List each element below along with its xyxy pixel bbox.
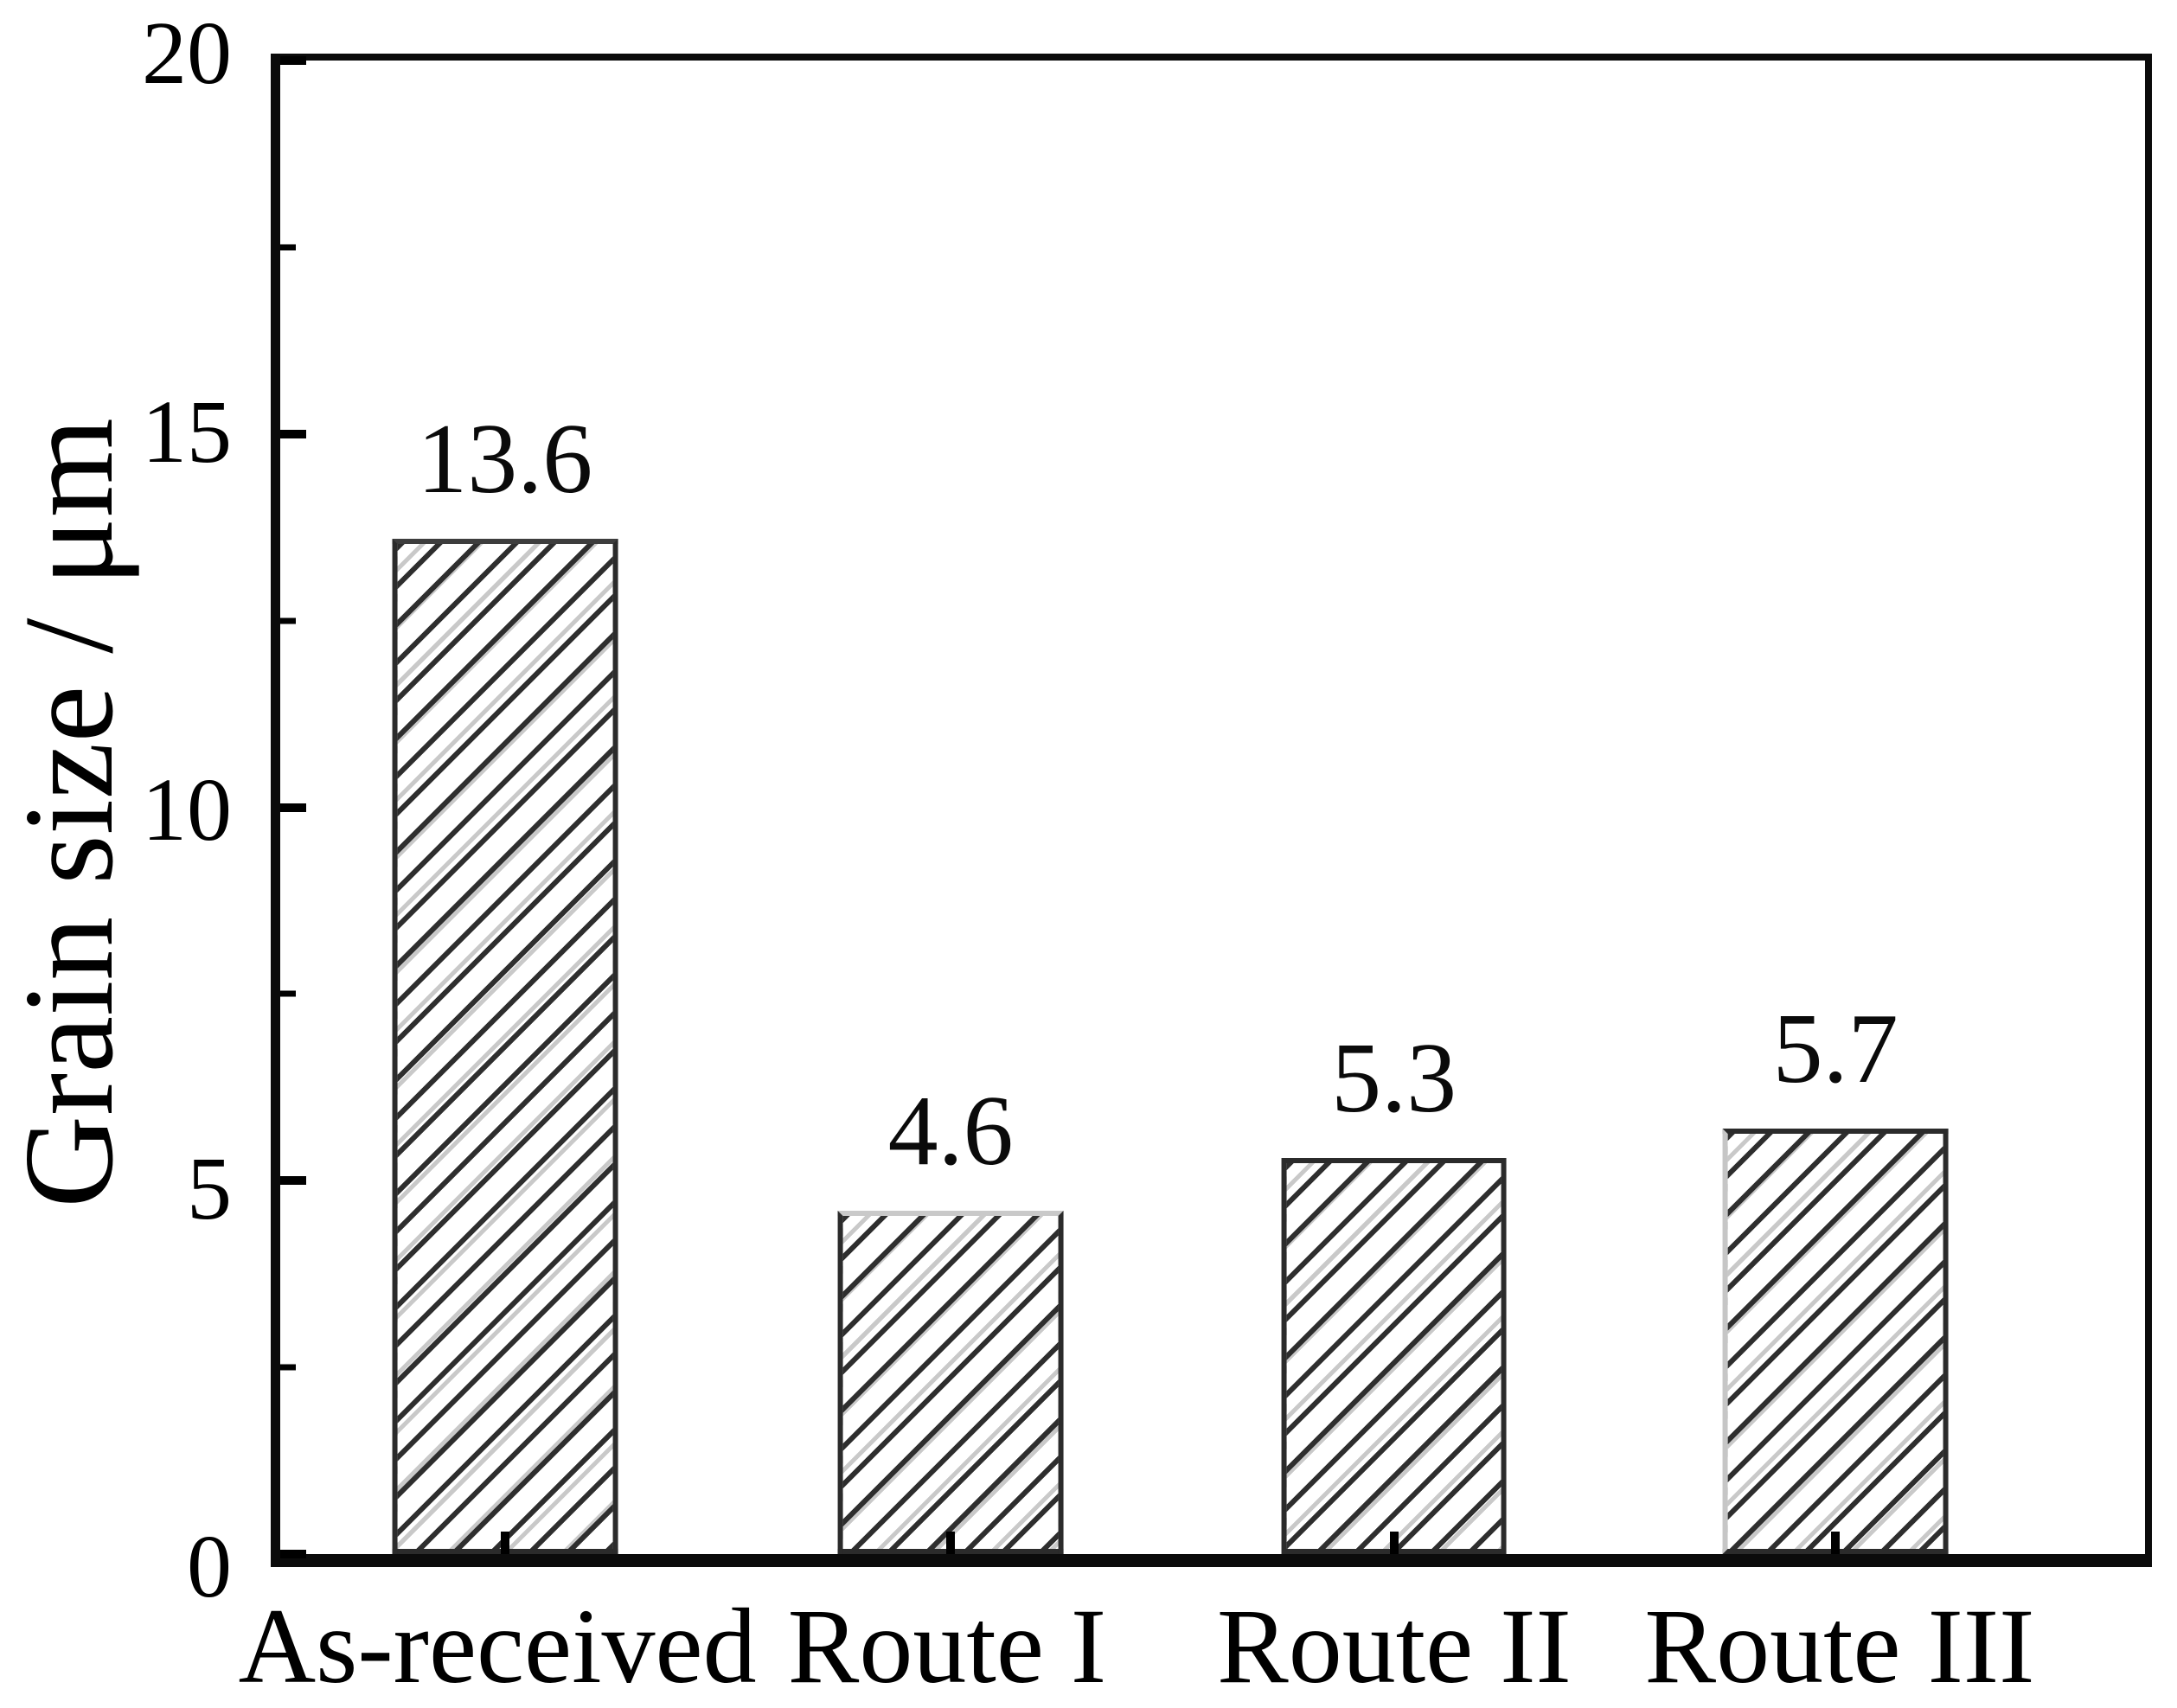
x-category-label: Route III [1644, 1587, 2035, 1705]
bar-route-ii [1281, 1158, 1507, 1554]
bar-route-i [837, 1210, 1064, 1554]
y-minor-tick [280, 244, 296, 251]
bar-value-label: 5.3 [1331, 1023, 1457, 1135]
x-axis-tick [1831, 1532, 1841, 1554]
y-tick-label: 20 [142, 3, 232, 103]
bar-value-label: 13.6 [417, 403, 593, 515]
bar-value-label: 5.7 [1772, 993, 1898, 1104]
x-category-label: Route I [787, 1587, 1107, 1705]
y-tick-label: 5 [187, 1138, 232, 1238]
y-axis-tick-labels: 0 5 10 15 20 [0, 9, 232, 1612]
y-tick-label: 15 [142, 381, 232, 482]
y-minor-tick [280, 617, 296, 624]
bar-route-iii [1722, 1128, 1949, 1554]
x-axis-tick [1389, 1532, 1399, 1554]
y-major-tick [280, 1176, 306, 1186]
bar-value-label: 4.6 [887, 1075, 1014, 1187]
plot-inner: 13.6 4.6 5.3 5.7 [280, 56, 2145, 1558]
y-major-tick [280, 429, 306, 438]
y-major-tick [280, 1550, 306, 1558]
y-minor-tick [280, 1364, 296, 1371]
y-major-tick [280, 803, 306, 812]
y-tick-label: 0 [187, 1517, 232, 1616]
x-axis-category-labels: As-received Route I Route II Route III [239, 1587, 2152, 1708]
x-axis-tick [500, 1532, 509, 1554]
y-tick-label: 10 [142, 760, 232, 860]
x-axis-tick [946, 1532, 956, 1554]
x-category-label: Route II [1217, 1587, 1572, 1705]
x-category-label: As-received [238, 1587, 757, 1705]
y-minor-tick [280, 990, 296, 997]
bar-as-received [392, 538, 618, 1554]
plot-area: 13.6 4.6 5.3 5.7 [271, 54, 2152, 1567]
y-major-tick [280, 56, 306, 65]
